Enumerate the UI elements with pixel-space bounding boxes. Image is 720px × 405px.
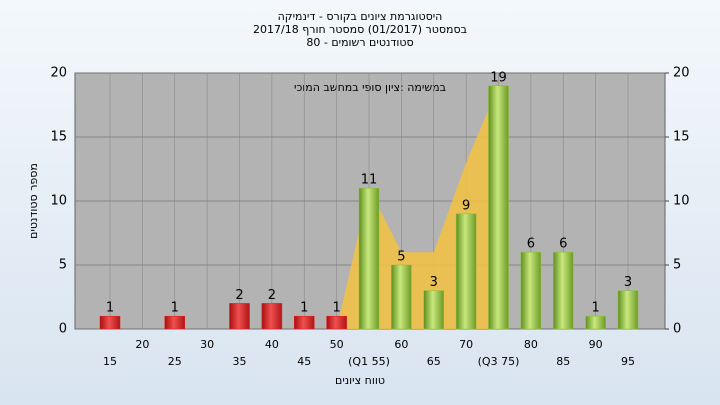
y2-tick-label: 10 [673,194,690,209]
data-label: 11 [361,173,378,188]
x-tick-label: 40 [265,338,279,351]
x-tick-label: 95 [621,355,635,368]
x-tick-label: 25 [168,355,182,368]
x-tick-label: 80 [524,338,538,351]
data-label: 5 [397,250,405,265]
data-label: 2 [268,288,276,303]
chart-title: היסטוגרמת ציונים בקורס - דינמיקה [278,10,443,23]
data-label: 1 [332,301,340,316]
x-tick-label: 30 [200,338,214,351]
y2-tick-label: 20 [673,66,690,81]
bar [617,290,639,330]
y2-tick-label: 0 [673,322,681,337]
bar [585,315,606,330]
y2-tick-label: 15 [673,130,690,145]
x-tick-label: 70 [459,338,473,351]
bar [294,315,315,330]
bar [326,315,347,330]
x-tick-label: (Q3 75) [478,355,520,368]
x-tick-label: 90 [589,338,603,351]
annotation: במשימה :ציון סופי במחשב המוכי [294,81,446,94]
x-tick-label: 50 [330,338,344,351]
x-tick-label: 15 [103,355,117,368]
bar [455,213,477,330]
x-axis-label: טווח ציונים [335,374,385,387]
y2-tick-label: 5 [673,258,681,273]
data-label: 6 [527,237,535,252]
bar [553,251,574,330]
data-label: 3 [430,275,438,290]
data-label: 2 [235,288,243,303]
y-axis-label: מספר סטודנטים [27,163,40,239]
data-label: 1 [171,301,179,316]
bar [520,251,542,330]
chart-subtitle: 80 - סטודנטים רשומים [306,36,413,49]
bar [261,303,283,330]
y-tick-label: 20 [50,66,67,81]
y-tick-label: 5 [59,258,67,273]
data-label: 1 [591,301,599,316]
bar [488,85,509,330]
bar [229,303,250,330]
x-tick-label: (Q1 55) [348,355,390,368]
x-tick-label: 65 [427,355,441,368]
data-label: 3 [624,275,632,290]
data-label: 6 [559,237,567,252]
bar [423,290,444,330]
bar [391,264,412,330]
bar [358,187,380,330]
x-tick-label: 20 [135,338,149,351]
data-label: 19 [490,70,507,85]
y-tick-label: 10 [50,194,67,209]
x-tick-label: 45 [297,355,311,368]
bar [164,315,185,330]
x-tick-label: 60 [394,338,408,351]
chart-subtitle: בסמסטר (01/2017) סמסטר חורף 2017/18 [253,23,467,36]
y-tick-label: 15 [50,130,67,145]
data-label: 1 [106,301,114,316]
x-tick-label: 35 [233,355,247,368]
x-tick-label: 85 [556,355,570,368]
y-tick-label: 0 [59,322,67,337]
bar [99,315,121,330]
data-label: 9 [462,198,470,213]
data-label: 1 [300,301,308,316]
